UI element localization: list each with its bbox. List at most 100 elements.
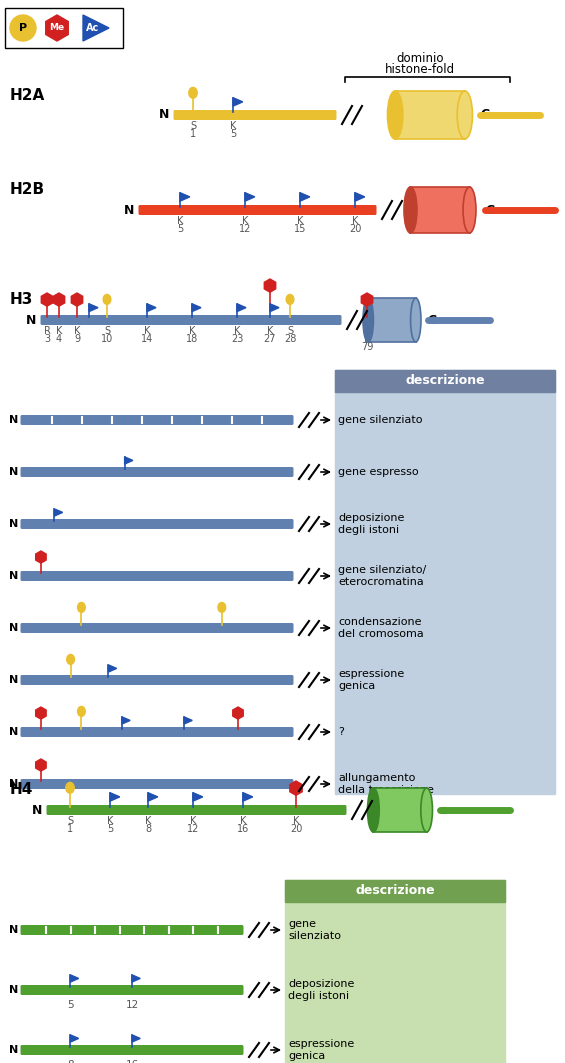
Text: 5: 5 [230,129,236,139]
Text: N: N [25,314,36,326]
Text: 1: 1 [190,129,196,139]
Text: S: S [190,121,196,131]
FancyBboxPatch shape [20,779,293,789]
FancyBboxPatch shape [411,187,470,233]
FancyBboxPatch shape [20,519,293,529]
Text: descrizione: descrizione [355,884,435,897]
Polygon shape [132,1035,140,1042]
FancyBboxPatch shape [20,467,293,477]
Text: 16: 16 [125,1060,138,1063]
FancyBboxPatch shape [20,415,293,425]
Text: C: C [427,314,436,326]
Ellipse shape [421,788,432,832]
Text: N: N [8,727,18,737]
Polygon shape [355,192,365,201]
Text: H2A: H2A [10,87,45,102]
Polygon shape [46,15,68,41]
Text: K: K [352,216,358,226]
Text: K: K [242,216,248,226]
Text: 12: 12 [125,1000,138,1010]
Text: 1: 1 [67,824,73,834]
Text: Ac: Ac [86,23,99,33]
Text: 16: 16 [237,824,249,834]
Text: N: N [8,415,18,425]
Text: 79: 79 [361,342,373,352]
Ellipse shape [286,294,294,304]
Text: gene espresso: gene espresso [338,467,419,477]
Text: K: K [234,326,240,336]
Polygon shape [41,293,53,306]
Ellipse shape [463,187,476,233]
Text: C: C [480,108,489,121]
Text: K: K [144,326,150,336]
Ellipse shape [218,603,225,612]
Polygon shape [270,304,279,311]
Text: 12: 12 [239,224,251,234]
Polygon shape [148,793,158,802]
Text: 5: 5 [177,224,183,234]
FancyBboxPatch shape [373,788,427,832]
Polygon shape [300,192,310,201]
FancyBboxPatch shape [20,985,244,995]
Text: K: K [297,216,303,226]
Ellipse shape [411,298,421,342]
Text: S: S [104,326,110,336]
FancyBboxPatch shape [5,9,123,48]
Text: K: K [177,216,183,226]
Text: S: S [287,326,293,336]
Polygon shape [125,457,133,465]
Text: 10: 10 [101,334,113,344]
Ellipse shape [457,91,472,139]
Text: C: C [485,203,494,217]
Polygon shape [71,1035,79,1042]
Text: deposizione
degli istoni: deposizione degli istoni [338,513,405,535]
Polygon shape [180,192,190,201]
Polygon shape [132,975,140,982]
FancyBboxPatch shape [46,805,346,815]
Text: 5: 5 [67,1000,73,1010]
Text: K: K [364,334,370,344]
Polygon shape [71,975,79,982]
Ellipse shape [77,707,85,716]
Text: allungamento
della trascrizione: allungamento della trascrizione [338,773,434,795]
Text: 3: 3 [44,334,50,344]
Ellipse shape [363,298,373,342]
Text: N: N [8,779,18,789]
Text: K: K [189,326,195,336]
Text: R: R [44,326,50,336]
Text: espressione
genica: espressione genica [288,1040,354,1061]
Circle shape [10,15,36,41]
Text: N: N [8,925,18,935]
Text: N: N [32,804,42,816]
Polygon shape [110,793,120,802]
Text: deposizione
degli istoni: deposizione degli istoni [288,979,354,1000]
Text: gene silenziato: gene silenziato [338,415,423,425]
Ellipse shape [367,788,379,832]
Polygon shape [108,664,116,672]
Text: K: K [267,326,273,336]
Polygon shape [290,781,302,795]
Polygon shape [192,304,201,311]
Ellipse shape [77,603,85,612]
Text: K: K [190,816,196,826]
Text: K: K [56,326,62,336]
Text: c: c [440,804,447,816]
Text: H4: H4 [10,782,33,797]
Text: 23: 23 [231,334,243,344]
Polygon shape [237,304,246,311]
Text: 5: 5 [107,824,113,834]
Text: 4: 4 [56,334,62,344]
Text: K: K [293,816,299,826]
FancyBboxPatch shape [20,571,293,581]
Text: condensazione
del cromosoma: condensazione del cromosoma [338,618,424,639]
FancyBboxPatch shape [285,880,505,1063]
Ellipse shape [189,87,197,98]
Polygon shape [233,98,243,106]
Polygon shape [83,15,109,41]
FancyBboxPatch shape [395,91,465,139]
Text: dominio: dominio [396,52,444,65]
FancyBboxPatch shape [41,315,341,325]
Ellipse shape [66,782,74,793]
Text: Me: Me [50,23,64,33]
Text: ?: ? [338,727,344,737]
